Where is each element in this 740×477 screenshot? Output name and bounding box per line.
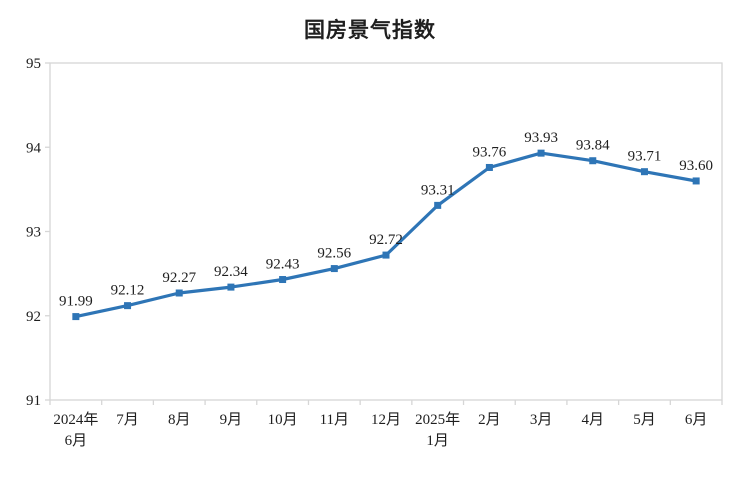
x-axis-label: 11月 [320,412,349,428]
x-axis-label: 7月 [116,412,139,428]
data-point-marker [537,149,545,157]
x-axis-label: 2024年 6月 [53,411,98,449]
data-point-label: 92.12 [111,283,145,299]
data-point-marker [72,313,80,321]
y-axis-label: 93 [26,225,41,241]
data-point-label: 93.71 [628,149,662,165]
data-point-label: 93.84 [576,138,610,154]
y-axis-label: 95 [26,56,41,72]
chart-title: 国房景气指数 [304,18,436,42]
x-axis-label: 8月 [168,412,191,428]
data-point-label: 93.31 [421,182,455,198]
data-point-marker [589,157,597,165]
data-point-label: 92.56 [317,246,351,262]
data-point-marker [382,251,390,259]
data-point-label: 92.43 [266,257,300,273]
data-point-marker [227,283,235,291]
x-axis-label: 2月 [478,412,501,428]
x-axis-label: 12月 [371,412,401,428]
data-point-label: 93.76 [473,144,507,160]
data-point-marker [175,289,183,297]
y-axis-label: 94 [26,140,42,156]
data-point-marker [279,276,287,284]
data-point-marker [640,168,648,176]
x-axis-label: 3月 [530,412,553,428]
data-point-marker [692,177,700,185]
data-point-label: 93.93 [524,130,558,146]
data-point-marker [330,265,338,273]
data-point-marker [124,302,132,310]
data-point-label: 92.34 [214,264,248,280]
y-axis-label: 91 [26,393,41,409]
x-axis-label: 9月 [220,412,243,428]
data-point-marker [434,201,442,209]
data-point-label: 92.72 [369,232,403,248]
x-axis-label: 6月 [685,412,708,428]
x-axis-label: 5月 [633,412,656,428]
data-point-marker [485,163,493,171]
data-point-label: 93.60 [679,158,713,174]
y-axis-label: 92 [26,309,41,325]
data-point-label: 91.99 [59,294,93,310]
x-axis-label: 10月 [268,412,298,428]
data-point-label: 92.27 [162,270,196,286]
x-axis-label: 4月 [582,412,605,428]
x-axis-label: 2025年 1月 [415,411,460,449]
